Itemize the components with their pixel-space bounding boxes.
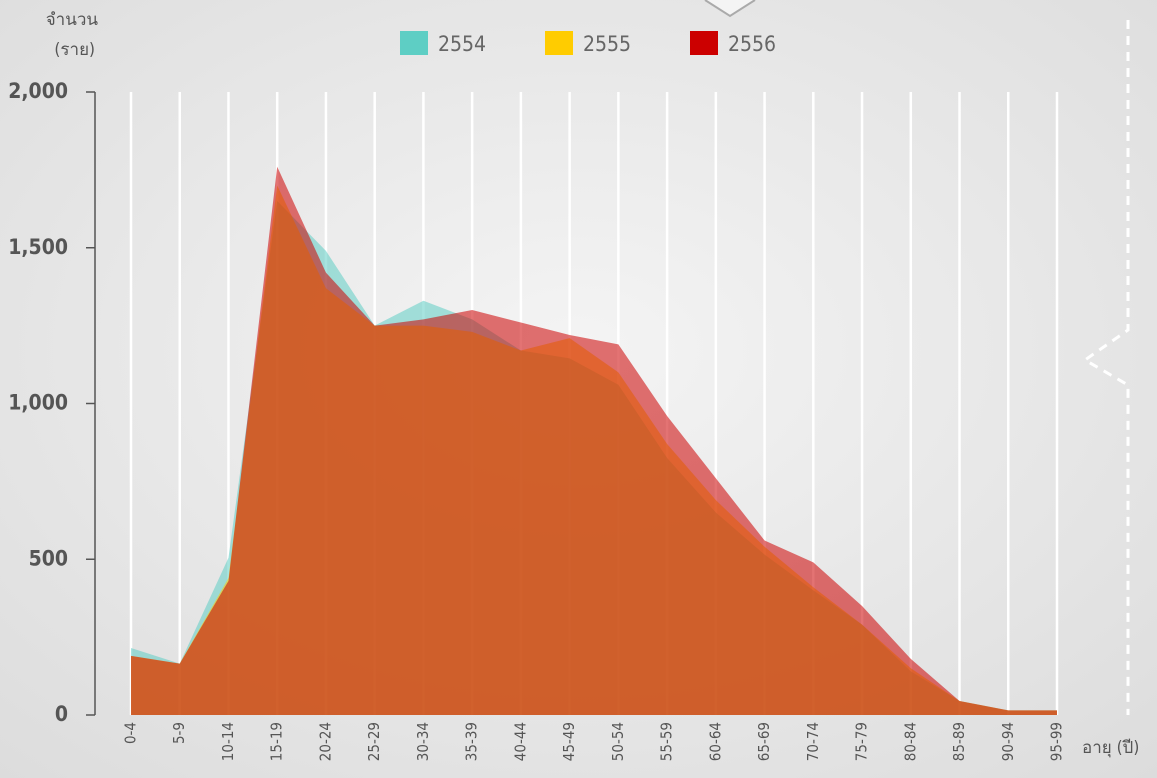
plot: 0 500 1,000 1,500 2,000 0-4 5-9 10-14 15-19 20-24… — [8, 10, 1139, 761]
tab-pointer — [704, 0, 756, 18]
x-tick-label: 15-19 — [268, 722, 286, 761]
x-tick-label: 35-39 — [463, 722, 481, 761]
x-tick-label: 60-64 — [706, 722, 724, 761]
x-tick-label: 55-59 — [658, 722, 676, 761]
legend-swatch — [400, 31, 428, 55]
x-tick-label: 30-34 — [414, 722, 432, 761]
y-tick-label: 1,000 — [8, 391, 68, 415]
x-tick-label: 65-69 — [755, 722, 773, 761]
legend-swatch — [545, 31, 573, 55]
y-axis-label: จำนวน — [46, 10, 99, 30]
x-tick-label: 20-24 — [316, 722, 334, 761]
y-tick-label: 0 — [55, 702, 68, 726]
x-tick-label: 70-74 — [804, 722, 822, 761]
x-tick-label: 25-29 — [365, 722, 383, 761]
x-tick-label: 75-79 — [853, 722, 871, 761]
area — [131, 166, 1057, 715]
x-tick-label: 45-49 — [560, 722, 578, 761]
x-axis-label: อายุ (ปี) — [1082, 738, 1139, 758]
legend-label: 2554 — [438, 32, 486, 56]
x-tick-label: 5-9 — [170, 722, 188, 744]
x-tick-label: 0-4 — [122, 722, 140, 744]
y-axis-label: (ราย) — [54, 40, 95, 60]
y-tick-label: 2,000 — [8, 79, 68, 103]
x-tick-label: 50-54 — [609, 722, 627, 761]
x-tick-label: 40-44 — [511, 722, 529, 761]
legend-swatch — [690, 31, 718, 55]
legend-label: 2555 — [583, 32, 631, 56]
y-tick-label: 500 — [29, 546, 68, 570]
x-tick-label: 90-94 — [999, 722, 1017, 761]
legend-label: 2556 — [728, 32, 776, 56]
y-tick-label: 1,500 — [8, 235, 68, 259]
x-tick-label: 85-89 — [950, 722, 968, 761]
x-tick-label: 10-14 — [219, 722, 237, 761]
x-tick-label: 80-84 — [901, 722, 919, 761]
x-tick-label: 95-99 — [1048, 722, 1066, 761]
